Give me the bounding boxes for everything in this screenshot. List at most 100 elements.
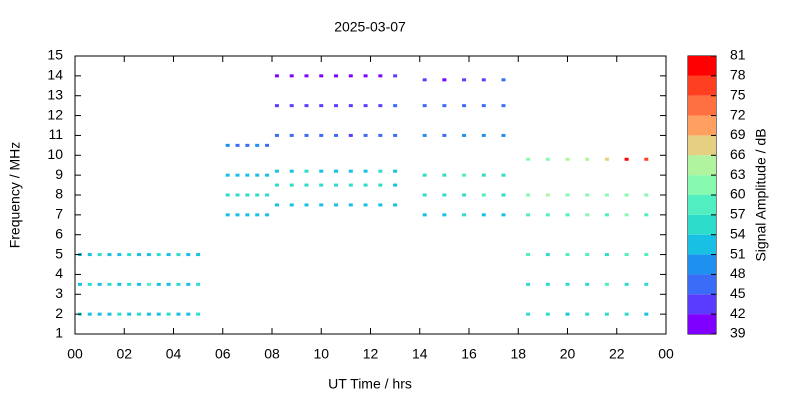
data-point (166, 282, 171, 286)
data-point (156, 312, 161, 316)
data-point (348, 169, 353, 173)
data-point (87, 253, 92, 257)
data-point (481, 78, 486, 82)
data-point (225, 143, 230, 147)
data-point (348, 133, 353, 137)
data-point (644, 312, 649, 316)
data-point (501, 133, 506, 137)
data-point (137, 253, 142, 257)
data-point (378, 203, 383, 207)
data-point (442, 133, 447, 137)
data-point (289, 169, 294, 173)
data-point (481, 193, 486, 197)
data-point (304, 169, 309, 173)
colorbar-tick-label: 54 (730, 225, 746, 241)
data-point (481, 213, 486, 217)
data-point (363, 169, 368, 173)
y-tick-label: 6 (55, 225, 63, 241)
colorbar-segment (688, 75, 716, 96)
data-point (393, 183, 398, 187)
y-tick-label: 14 (47, 67, 63, 83)
data-point (289, 74, 294, 78)
colorbar-tick-label: 60 (730, 186, 746, 202)
data-point (462, 104, 467, 108)
data-point (137, 312, 142, 316)
data-point (378, 133, 383, 137)
colorbar-tick-label: 45 (730, 285, 746, 301)
data-point (462, 133, 467, 137)
data-point (363, 74, 368, 78)
y-tick-label: 8 (55, 186, 63, 202)
x-tick-label: 04 (166, 346, 182, 362)
colorbar-tick-label: 48 (730, 265, 746, 281)
y-tick-label: 12 (47, 106, 63, 122)
data-point (442, 78, 447, 82)
data-point (107, 312, 112, 316)
data-point (289, 133, 294, 137)
data-point (363, 183, 368, 187)
data-point (146, 282, 151, 286)
colorbar-segment (688, 175, 716, 195)
data-point (348, 104, 353, 108)
y-axis-label: Frequency / MHz (7, 142, 23, 249)
colorbar-segment (688, 214, 716, 235)
data-point (526, 253, 531, 257)
data-point (501, 173, 506, 177)
data-point (585, 312, 590, 316)
data-point (565, 193, 570, 197)
data-point (393, 104, 398, 108)
data-point (334, 104, 339, 108)
data-point (624, 213, 629, 217)
x-tick-label: 00 (67, 346, 83, 362)
data-point (107, 282, 112, 286)
x-axis-label: UT Time / hrs (328, 376, 412, 392)
data-point (186, 282, 191, 286)
data-point (146, 312, 151, 316)
data-point (319, 183, 324, 187)
data-point (255, 193, 260, 197)
data-point (348, 183, 353, 187)
data-point (442, 193, 447, 197)
data-point (304, 74, 309, 78)
data-point (604, 213, 609, 217)
data-point (334, 74, 339, 78)
colorbar-segment (688, 56, 716, 76)
data-point (501, 104, 506, 108)
data-point (117, 253, 122, 257)
data-point (127, 253, 132, 257)
data-point (363, 133, 368, 137)
data-point (624, 253, 629, 257)
data-point (235, 213, 240, 217)
x-tick-label: 10 (313, 346, 329, 362)
colorbar-tick-label: 63 (730, 166, 746, 182)
data-point (422, 193, 427, 197)
x-tick-label: 20 (560, 346, 576, 362)
data-point (442, 104, 447, 108)
colorbar-tick-label: 57 (730, 206, 746, 222)
data-point (235, 173, 240, 177)
data-point (245, 193, 250, 197)
data-point (585, 193, 590, 197)
data-point (624, 193, 629, 197)
data-point (585, 253, 590, 257)
data-point (97, 282, 102, 286)
data-point (127, 312, 132, 316)
chart-title: 2025-03-07 (334, 19, 406, 35)
data-point (265, 193, 270, 197)
data-point (545, 253, 550, 257)
colorbar-segment (688, 274, 716, 295)
colorbar-tick-label: 72 (730, 106, 746, 122)
data-point (604, 312, 609, 316)
data-point (274, 183, 279, 187)
data-point (304, 203, 309, 207)
data-point (604, 253, 609, 257)
data-point (304, 133, 309, 137)
data-point (274, 74, 279, 78)
data-point (526, 282, 531, 286)
data-point (363, 104, 368, 108)
x-tick-label: 08 (264, 346, 280, 362)
data-point (481, 133, 486, 137)
data-point (97, 312, 102, 316)
x-tick-label: 12 (363, 346, 379, 362)
